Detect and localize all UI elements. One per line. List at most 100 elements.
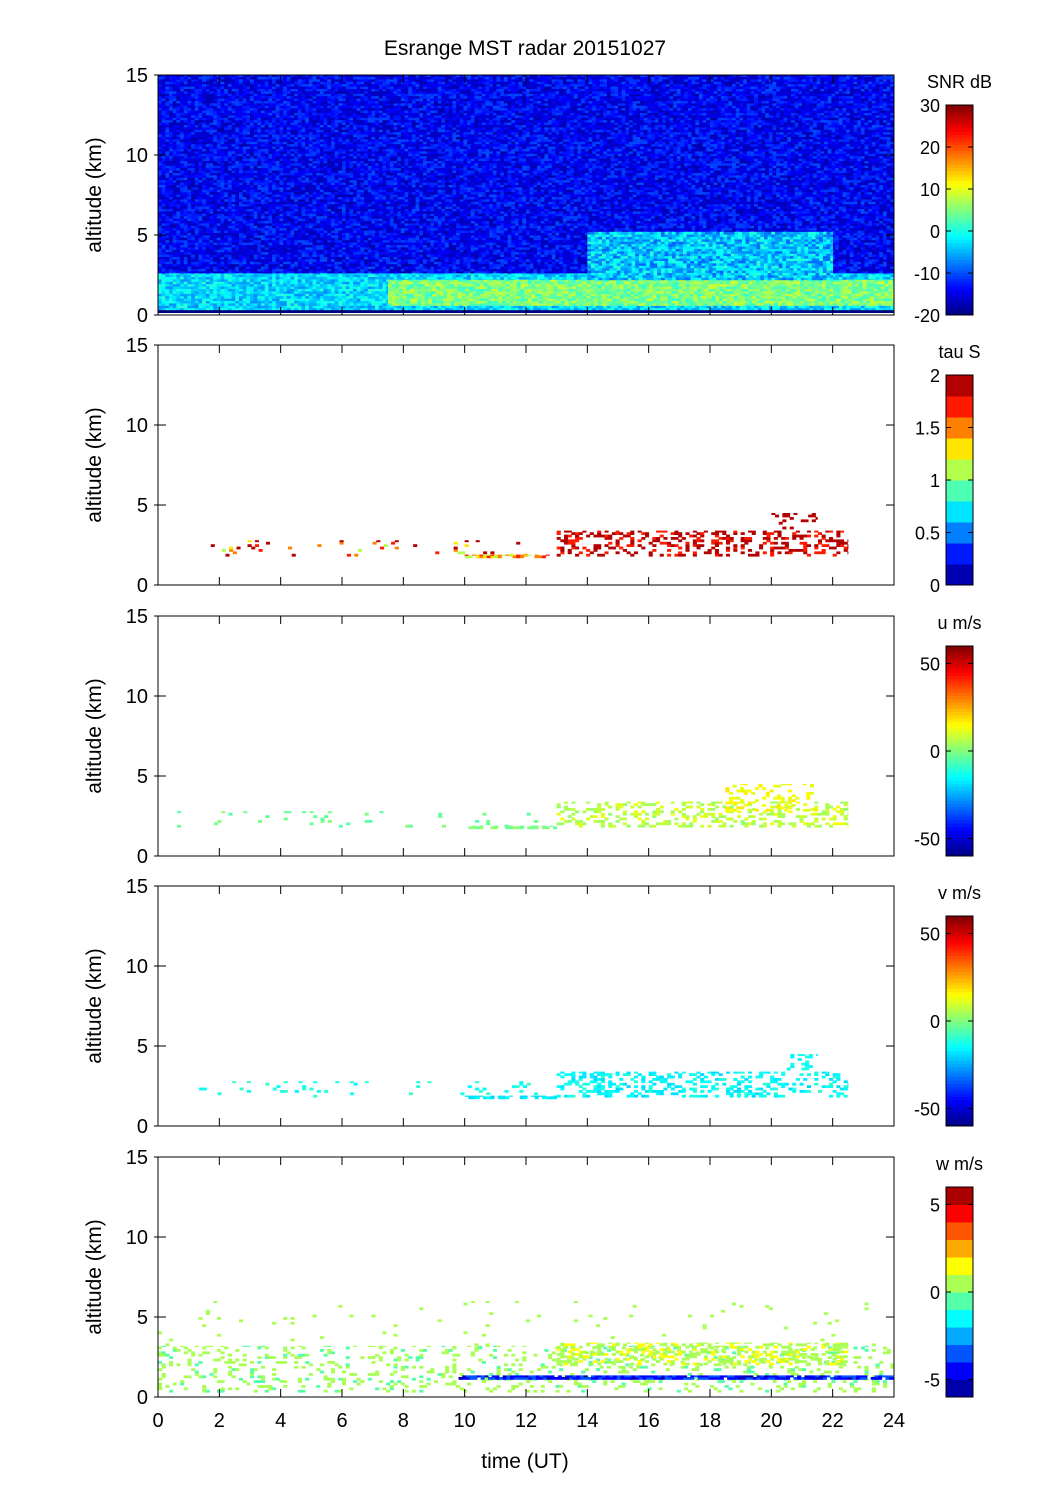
cell-SNR-r0 <box>257 263 262 267</box>
cell-SNR-r0 <box>345 93 350 97</box>
cell-SNR-r0 <box>342 227 347 231</box>
cell-SNR-r0 <box>183 242 188 245</box>
cell-SNR-r0 <box>349 203 354 207</box>
cell-SNR-r0 <box>253 189 258 193</box>
cell-SNR-r0 <box>187 251 192 255</box>
cell-SNR-r0 <box>371 182 376 185</box>
cell-SNR-r0 <box>194 230 199 233</box>
cell-SNR-r0 <box>316 249 321 253</box>
cell-SNR-r0 <box>220 225 225 229</box>
cell-SNR-r0 <box>283 91 288 94</box>
cell-SNR-r0 <box>202 122 207 125</box>
cell-SNR-r0 <box>158 184 163 188</box>
cell-SNR-r0 <box>294 206 299 209</box>
cell-SNR-r0 <box>172 232 177 236</box>
cell-SNR-r0 <box>353 81 358 85</box>
cell-SNR-r0 <box>268 83 273 87</box>
cell-SNR-r0 <box>349 76 354 80</box>
cell-SNR-r0 <box>286 271 291 274</box>
cell-SNR-r0 <box>253 139 258 142</box>
cell-SNR-r0 <box>165 254 170 257</box>
cell-SNR-r0 <box>312 163 317 166</box>
cell-SNR-r0 <box>213 88 218 92</box>
cell-SNR-r0 <box>349 194 354 197</box>
cell-SNR-r0 <box>290 211 295 214</box>
cell-SNR-r0 <box>169 100 174 104</box>
cell-SNR-r0 <box>253 83 258 87</box>
cell-SNR-r0 <box>216 247 221 250</box>
cell-SNR-r0 <box>158 218 163 221</box>
cell-SNR-r0 <box>158 179 163 183</box>
cell-SNR-r0 <box>275 247 280 250</box>
cell-SNR-r0 <box>294 131 299 135</box>
cell-SNR-r0 <box>371 223 376 226</box>
cell-SNR-r0 <box>191 110 196 113</box>
cell-SNR-r0 <box>246 93 251 97</box>
cell-SNR-r0 <box>209 172 214 176</box>
cell-SNR-r0 <box>158 75 163 77</box>
cell-SNR-r0 <box>202 268 207 272</box>
cell-SNR-r0 <box>180 220 185 224</box>
cell-SNR-r0 <box>202 261 207 265</box>
cell-SNR-r0 <box>180 249 185 253</box>
cell-SNR-r0 <box>187 81 192 85</box>
cell-SNR-r0 <box>180 206 185 209</box>
cell-SNR-r0 <box>250 127 255 130</box>
cell-SNR-r0 <box>227 86 232 89</box>
cell-SNR-r0 <box>246 100 251 104</box>
cell-SNR-r0 <box>342 79 347 82</box>
cell-SNR-r0 <box>323 235 328 238</box>
cell-SNR-r0 <box>308 153 313 157</box>
cell-SNR-r0 <box>176 259 181 262</box>
cell-SNR-r0 <box>250 194 255 197</box>
cell-SNR-r0 <box>250 237 255 241</box>
cell-SNR-r0 <box>283 117 288 121</box>
cell-SNR-r0 <box>345 189 350 193</box>
cell-SNR-r0 <box>183 136 188 140</box>
cell-SNR-r0 <box>194 105 199 109</box>
cell-SNR-r0 <box>194 189 199 193</box>
cell-SNR-r0 <box>294 95 299 99</box>
cell-SNR-r0 <box>238 100 244 104</box>
cell-SNR-r0 <box>169 227 174 231</box>
cell-SNR-r0 <box>283 213 288 217</box>
cell-SNR-r0 <box>301 196 306 200</box>
cell-SNR-r0 <box>161 105 166 109</box>
cell-SNR-r0 <box>172 213 177 217</box>
cell-SNR-r0 <box>187 249 192 253</box>
cell-SNR-r0 <box>176 124 181 128</box>
cell-SNR-r0 <box>290 134 295 137</box>
cell-SNR-r0 <box>334 110 339 113</box>
cell-SNR-r0 <box>172 119 177 123</box>
cell-SNR-r0 <box>261 83 266 87</box>
cell-SNR-r0 <box>353 151 358 154</box>
cell-SNR-r0 <box>312 199 317 202</box>
cell-SNR-r0 <box>297 172 302 176</box>
cell-SNR-r0 <box>330 254 336 257</box>
cell-SNR-r0 <box>216 153 221 157</box>
cell-SNR-r0 <box>250 244 255 248</box>
cell-SNR-r0 <box>161 242 166 245</box>
cell-SNR-r0 <box>312 189 317 193</box>
cell-SNR-r0 <box>319 100 324 104</box>
cell-SNR-r0 <box>294 119 299 123</box>
cell-SNR-r0 <box>360 215 365 219</box>
cell-SNR-r0 <box>250 110 255 113</box>
cell-SNR-r0 <box>250 75 255 77</box>
cell-SNR-r0 <box>275 107 280 111</box>
cell-SNR-r0 <box>319 203 324 207</box>
cell-SNR-r0 <box>235 225 240 229</box>
cell-SNR-r0 <box>301 141 306 145</box>
cell-SNR-r0 <box>319 220 324 224</box>
cell-SNR-r0 <box>371 112 376 116</box>
cell-SNR-r0 <box>330 136 336 140</box>
cell-SNR-r0 <box>261 254 266 257</box>
cell-SNR-r0 <box>371 76 376 80</box>
cell-SNR-r0 <box>319 230 324 233</box>
cell-SNR-r0 <box>161 203 166 207</box>
cell-SNR-r0 <box>305 239 310 243</box>
cell-SNR-r0 <box>290 227 295 231</box>
cell-SNR-r0 <box>327 136 332 140</box>
cell-SNR-r0 <box>275 76 280 80</box>
cell-SNR-r0 <box>198 203 203 207</box>
